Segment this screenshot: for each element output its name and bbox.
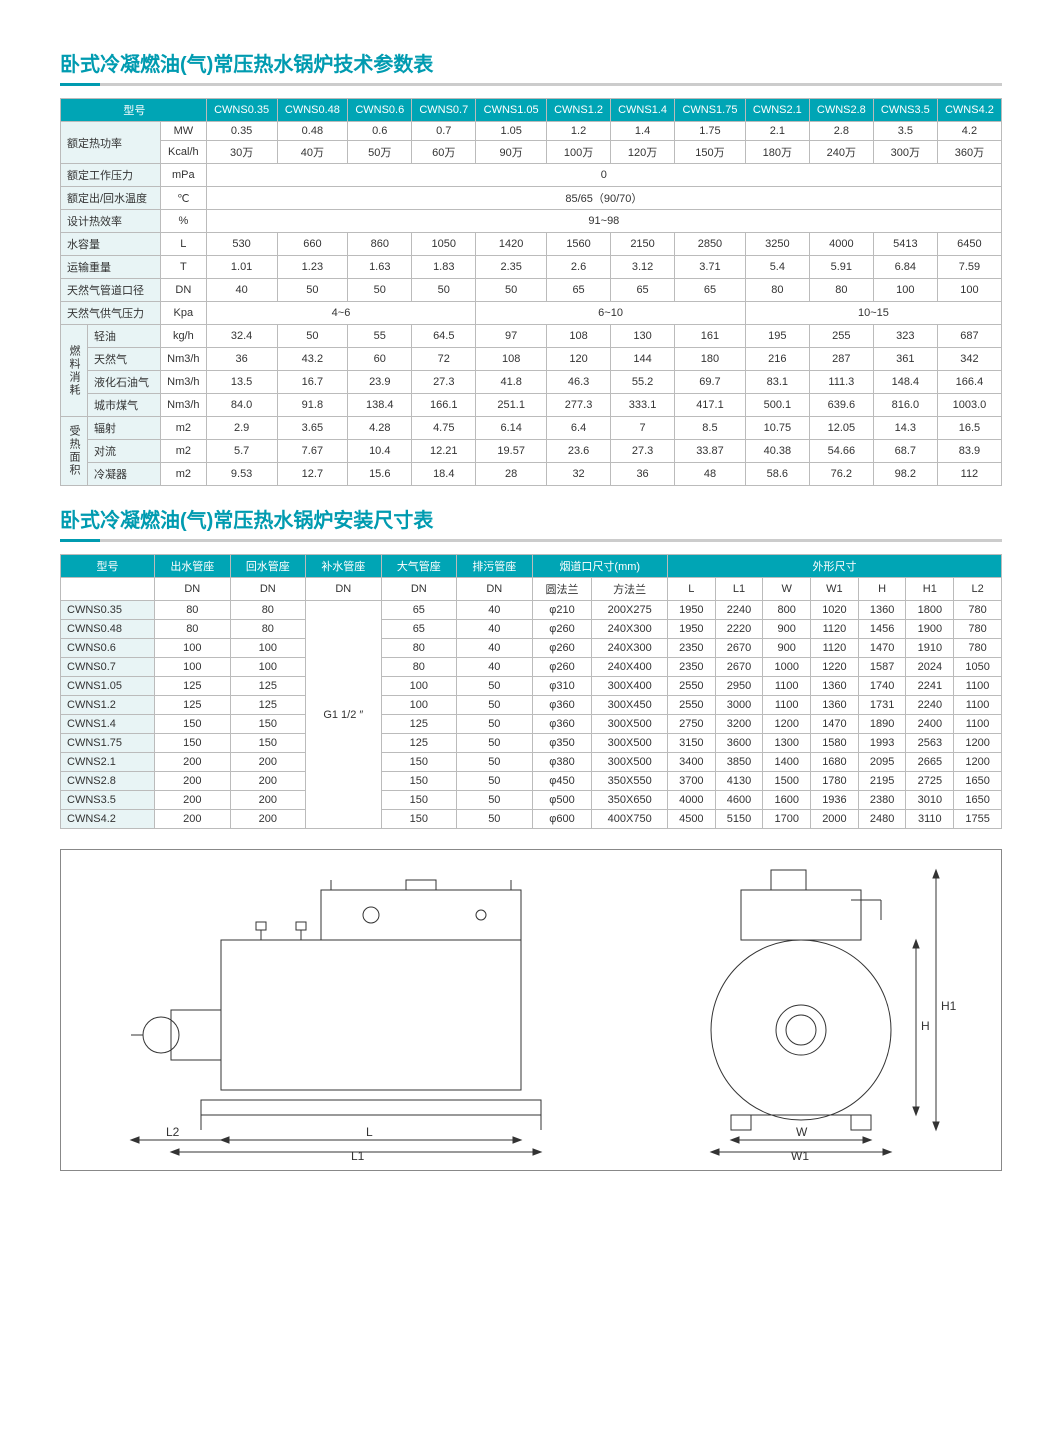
dims-table: 型号出水管座回水管座补水管座大气管座排污管座烟道口尺寸(mm)外形尺寸DNDND… [60,554,1002,829]
svg-text:H1: H1 [941,999,957,1013]
svg-text:L1: L1 [351,1149,365,1160]
title-dims: 卧式冷凝燃油(气)常压热水锅炉安装尺寸表 [60,504,1002,533]
diagram-container: L L1 L2 [60,849,1002,1171]
title-underline-2 [60,539,1002,542]
params-table: 型号CWNS0.35CWNS0.48CWNS0.6CWNS0.7CWNS1.05… [60,98,1002,486]
svg-text:W: W [796,1125,808,1139]
svg-text:W1: W1 [791,1149,809,1160]
svg-text:L: L [366,1125,373,1139]
front-view-diagram: H H1 W W1 [641,860,961,1160]
side-view-diagram: L L1 L2 [101,860,581,1160]
title-underline-1 [60,83,1002,86]
title-params: 卧式冷凝燃油(气)常压热水锅炉技术参数表 [60,48,1002,77]
svg-text:H: H [921,1019,930,1033]
svg-text:L2: L2 [166,1125,180,1139]
